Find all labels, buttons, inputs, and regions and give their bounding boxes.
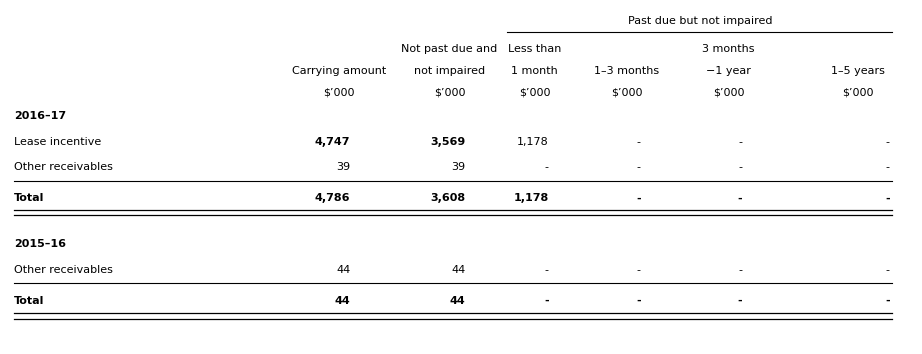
Text: −1 year: −1 year	[706, 66, 751, 76]
Text: 3 months: 3 months	[703, 44, 754, 54]
Text: 1–5 years: 1–5 years	[831, 66, 884, 76]
Text: 2015–16: 2015–16	[14, 239, 65, 249]
Text: -: -	[886, 137, 890, 147]
Text: Carrying amount: Carrying amount	[291, 66, 386, 76]
Text: -: -	[545, 265, 549, 275]
Text: -: -	[545, 162, 549, 172]
Text: -: -	[636, 193, 641, 203]
Text: -: -	[738, 193, 742, 203]
Text: -: -	[739, 265, 742, 275]
Text: Other receivables: Other receivables	[14, 162, 112, 172]
Text: -: -	[738, 296, 742, 306]
Text: Other receivables: Other receivables	[14, 265, 112, 275]
Text: -: -	[885, 296, 890, 306]
Text: Total: Total	[14, 296, 44, 306]
Text: 44: 44	[337, 265, 350, 275]
Text: -: -	[637, 162, 641, 172]
Text: -: -	[544, 296, 549, 306]
Text: 39: 39	[337, 162, 350, 172]
Text: 1–3 months: 1–3 months	[595, 66, 659, 76]
Text: $’000: $’000	[519, 87, 550, 97]
Text: -: -	[637, 137, 641, 147]
Text: 2016–17: 2016–17	[14, 111, 66, 121]
Text: 44: 44	[450, 296, 466, 306]
Text: $’000: $’000	[842, 87, 873, 97]
Text: $’000: $’000	[433, 87, 466, 97]
Text: -: -	[886, 162, 890, 172]
Text: 39: 39	[452, 162, 466, 172]
Text: 44: 44	[335, 296, 350, 306]
Text: 4,747: 4,747	[314, 137, 350, 147]
Text: 1 month: 1 month	[512, 66, 558, 76]
Text: not impaired: not impaired	[414, 66, 485, 76]
Text: 3,569: 3,569	[431, 137, 466, 147]
Text: -: -	[739, 162, 742, 172]
Text: 1,178: 1,178	[517, 137, 549, 147]
Text: $’000: $’000	[713, 87, 744, 97]
Text: $’000: $’000	[323, 87, 355, 97]
Text: Total: Total	[14, 193, 44, 203]
Text: Lease incentive: Lease incentive	[14, 137, 101, 147]
Text: 44: 44	[452, 265, 466, 275]
Text: 1,178: 1,178	[514, 193, 549, 203]
Text: $’000: $’000	[611, 87, 643, 97]
Text: -: -	[885, 193, 890, 203]
Text: -: -	[636, 296, 641, 306]
Text: -: -	[637, 265, 641, 275]
Text: Not past due and: Not past due and	[401, 44, 498, 54]
Text: -: -	[739, 137, 742, 147]
Text: Less than: Less than	[508, 44, 561, 54]
Text: 3,608: 3,608	[431, 193, 466, 203]
Text: -: -	[886, 265, 890, 275]
Text: 4,786: 4,786	[314, 193, 350, 203]
Text: Past due but not impaired: Past due but not impaired	[628, 16, 772, 26]
